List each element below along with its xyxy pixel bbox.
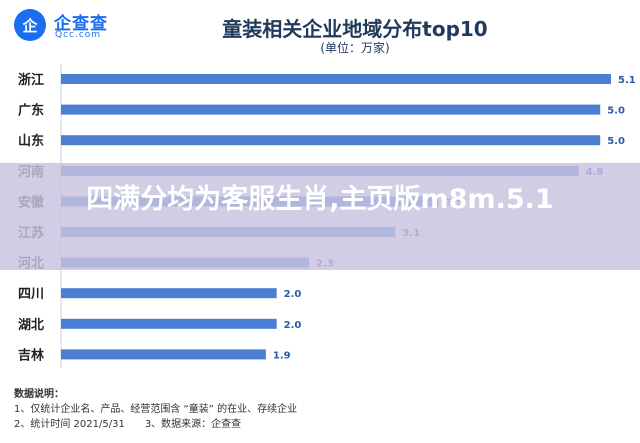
category-label: 山东	[18, 133, 44, 149]
logo-domain: Qcc.com	[55, 30, 102, 40]
chart-title: 童装相关企业地域分布top10	[222, 17, 488, 41]
chart-subtitle: (单位：万家)	[320, 41, 390, 55]
bar	[61, 288, 277, 299]
category-label: 湖北	[18, 318, 44, 333]
data-label: 2.0	[284, 289, 302, 300]
data-label: 5.1	[618, 75, 636, 86]
bar	[61, 135, 601, 146]
bar	[61, 349, 266, 360]
category-label: 广东	[18, 103, 44, 119]
notes-title: 数据说明：	[14, 389, 64, 400]
category-label: 吉林	[18, 347, 44, 363]
watermark-band	[0, 163, 640, 270]
bar	[61, 104, 601, 115]
data-label: 1.9	[273, 350, 291, 361]
bar	[61, 74, 611, 84]
data-label: 5.0	[607, 136, 625, 147]
notes-line-2: 2、统计时间 2021/5/31 3、数据来源：企查查	[14, 419, 242, 430]
category-label: 四川	[18, 287, 44, 302]
logo-name: 企查查	[54, 14, 108, 34]
qcc-logo: 企 企查查 Qcc.com	[14, 9, 174, 43]
data-label: 2.0	[284, 320, 302, 331]
data-notes: 数据说明： 1、仅统计企业名、产品、经营范围含 “童装” 的在业、存续企业 2、…	[14, 387, 297, 432]
qcc-logo-icon: 企	[14, 9, 46, 41]
watermark-text: 四满分均为客服生肖,主页版m8m.5.1	[86, 184, 554, 215]
category-label: 浙江	[18, 72, 44, 88]
notes-line-1: 1、仅统计企业名、产品、经营范围含 “童装” 的在业、存续企业	[14, 404, 298, 415]
data-label: 5.0	[607, 106, 625, 117]
bar	[61, 318, 277, 329]
